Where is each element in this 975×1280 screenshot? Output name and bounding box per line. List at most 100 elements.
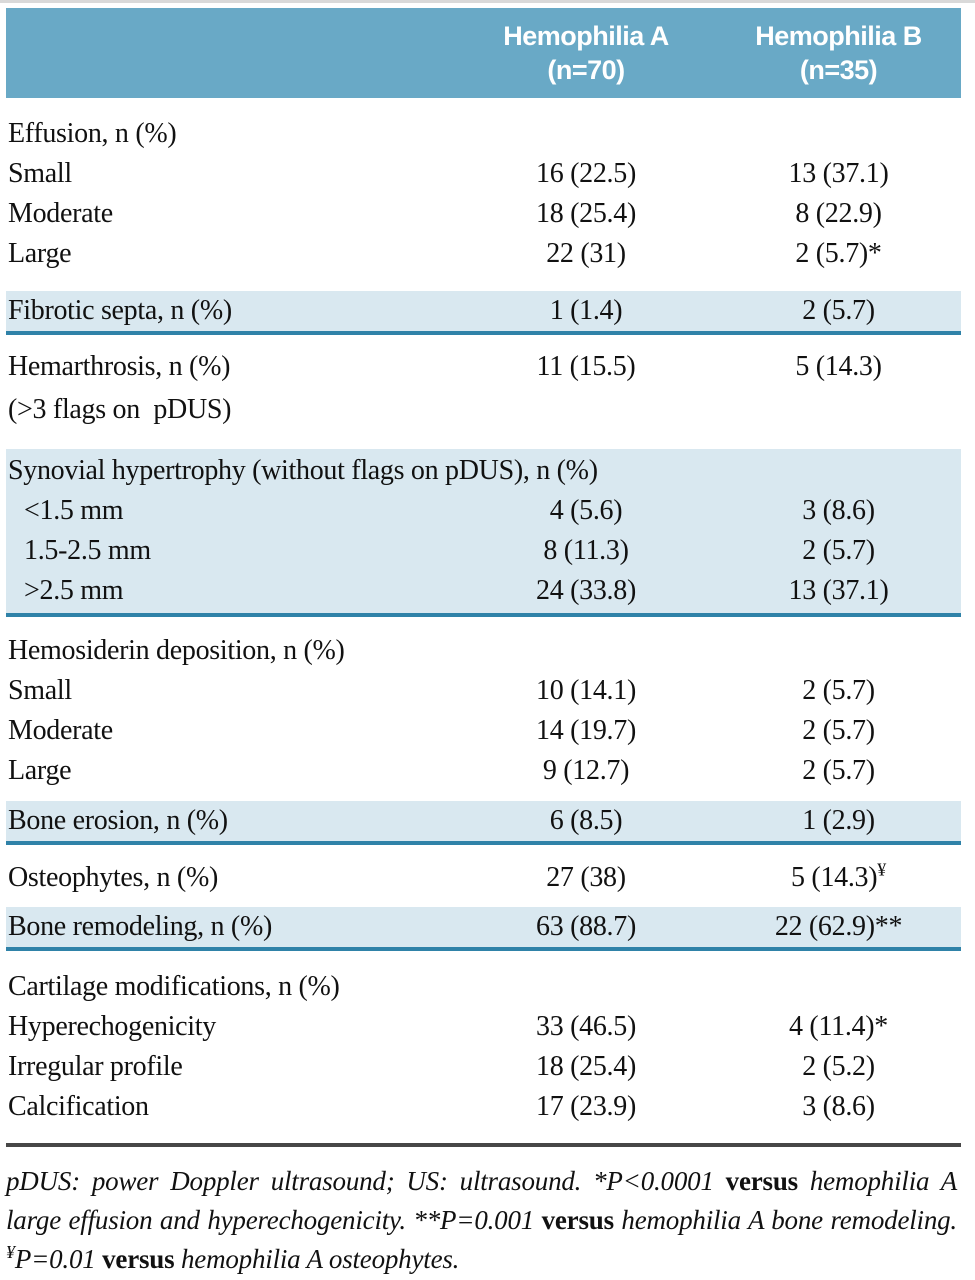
hemophilia-a-value: 18 (25.4) [536, 198, 636, 229]
table-row-hemosiderin-large: Large 9 (12.7) 2 (5.7) [6, 751, 961, 791]
table-row-calcification: Calcification 17 (23.9) 3 (8.6) [6, 1087, 961, 1127]
table-row-cartilage-group: Cartilage modifications, n (%) [6, 967, 961, 1007]
header-hemophilia-b-n: (n=35) [799, 55, 878, 85]
hemophilia-a-value: 18 (25.4) [536, 1051, 636, 1082]
table-row-fibrotic-septa: Fibrotic septa, n (%) 1 (1.4) 2 (5.7) [6, 291, 961, 335]
table-row-synovial-lt15: <1.5 mm 4 (5.6) 3 (8.6) [6, 491, 961, 531]
header-hemophilia-b: Hemophilia B (n=35) [716, 19, 961, 87]
page-top-edge [0, 0, 975, 3]
row-label: Moderate [8, 715, 113, 746]
row-label: Synovial hypertrophy (without flags on p… [8, 455, 598, 486]
hemophilia-a-value: 8 (11.3) [543, 535, 629, 566]
hemophilia-b-value: 2 (5.7) [802, 535, 875, 566]
hemophilia-b-value: 13 (37.1) [788, 158, 889, 189]
hemophilia-a-value: 6 (8.5) [549, 805, 623, 836]
hemophilia-b-value: 22 (62.9)** [774, 911, 903, 942]
table-row-effusion-moderate: Moderate 18 (25.4) 8 (22.9) [6, 194, 961, 234]
row-label: Hemosiderin deposition, n (%) [8, 635, 345, 666]
row-label: Irregular profile [8, 1051, 183, 1082]
row-label: >2.5 mm [24, 575, 124, 606]
row-label: Moderate [8, 198, 113, 229]
yen-marker: ¥ [6, 1242, 15, 1262]
hemophilia-b-value: 2 (5.7)* [795, 238, 882, 269]
header-hemophilia-b-name: Hemophilia B [755, 21, 922, 51]
row-label: Fibrotic septa, n (%) [8, 295, 232, 326]
hemophilia-b-value: 2 (5.7) [802, 675, 875, 706]
table-row-bone-remodeling: Bone remodeling, n (%) 63 (88.7) 22 (62.… [6, 907, 961, 951]
footnote-divider [6, 1143, 961, 1147]
table-row-hemarthrosis: Hemarthrosis, n (%) 11 (15.5) 5 (14.3) [6, 347, 961, 387]
hemophilia-b-value: 5 (14.3)¥ [716, 859, 961, 894]
hemophilia-a-value: 1 (1.4) [549, 295, 623, 326]
table-footnote: pDUS: power Doppler ultrasound; US: ultr… [6, 1162, 961, 1279]
results-table: Hemophilia A (n=70) Hemophilia B (n=35) … [6, 8, 961, 1279]
footnote-versus: versus [102, 1244, 175, 1274]
footnote-text: P=0.01 [14, 1244, 103, 1274]
row-label: Small [8, 158, 72, 189]
hemophilia-a-value: 63 (88.7) [536, 911, 636, 942]
header-hemophilia-a-name: Hemophilia A [503, 21, 669, 51]
hemophilia-a-value: 4 (5.6) [549, 495, 623, 526]
table-row-effusion-group: Effusion, n (%) [6, 114, 961, 154]
footnote-text: hemophilia A large effusion and hyperech… [6, 1166, 957, 1235]
footnote-text: pDUS: power Doppler ultrasound; US: ultr… [6, 1166, 726, 1196]
row-label: Bone erosion, n (%) [8, 805, 228, 836]
hemophilia-b-value: 8 (22.9) [795, 198, 882, 229]
row-label: Calcification [8, 1091, 149, 1122]
yen-marker: ¥ [877, 859, 886, 880]
hemophilia-a-value: 24 (33.8) [536, 575, 636, 606]
hemophilia-b-value: 2 (5.2) [802, 1051, 875, 1082]
hemophilia-b-value: 4 (11.4)* [789, 1011, 888, 1042]
row-label: Bone remodeling, n (%) [8, 911, 272, 942]
hemophilia-b-value: 2 (5.7) [802, 755, 875, 786]
synovial-hypertrophy-section: Synovial hypertrophy (without flags on p… [6, 449, 961, 617]
table-row-synovial-15-25: 1.5-2.5 mm 8 (11.3) 2 (5.7) [6, 531, 961, 571]
table-row-effusion-small: Small 16 (22.5) 13 (37.1) [6, 154, 961, 194]
table-header: Hemophilia A (n=70) Hemophilia B (n=35) [6, 8, 961, 98]
table-row-hyperechogenicity: Hyperechogenicity 33 (46.5) 4 (11.4)* [6, 1007, 961, 1047]
row-label: Large [8, 755, 72, 786]
hemophilia-a-value: 17 (23.9) [536, 1091, 636, 1122]
table-row-irregular-profile: Irregular profile 18 (25.4) 2 (5.2) [6, 1047, 961, 1087]
table-row-hemosiderin-small: Small 10 (14.1) 2 (5.7) [6, 671, 961, 711]
hemophilia-a-value: 9 (12.7) [542, 755, 630, 786]
table-row-effusion-large: Large 22 (31) 2 (5.7)* [6, 234, 961, 274]
footnote-versus: versus [725, 1166, 799, 1196]
hemophilia-a-value: 22 (31) [546, 238, 626, 269]
row-label: Hyperechogenicity [8, 1011, 216, 1042]
row-label: <1.5 mm [24, 495, 124, 526]
table-row-synovial-gt25: >2.5 mm 24 (33.8) 13 (37.1) [6, 571, 961, 611]
row-label: (>3 flags on pDUS) [8, 394, 232, 425]
table-row-hemosiderin-group: Hemosiderin deposition, n (%) [6, 631, 961, 671]
hemophilia-b-value: 5 (14.3) [795, 351, 882, 382]
hemophilia-a-value: 14 (19.7) [536, 715, 636, 746]
hemophilia-a-value: 33 (46.5) [536, 1011, 636, 1042]
row-label: Small [8, 675, 72, 706]
footnote-versus: versus [541, 1205, 615, 1235]
row-label: Cartilage modifications, n (%) [8, 971, 340, 1002]
hemophilia-b-value: 3 (8.6) [802, 1091, 875, 1122]
hemophilia-a-value: 27 (38) [546, 862, 626, 893]
table-row-synovial-group: Synovial hypertrophy (without flags on p… [6, 451, 961, 491]
header-hemophilia-a-n: (n=70) [547, 55, 625, 85]
row-label: Osteophytes, n (%) [8, 862, 219, 893]
hemophilia-b-value: 1 (2.9) [802, 805, 875, 836]
table-row-hemosiderin-moderate: Moderate 14 (19.7) 2 (5.7) [6, 711, 961, 751]
hemophilia-a-value: 11 (15.5) [536, 351, 636, 382]
hemophilia-b-value: 2 (5.7) [802, 715, 875, 746]
table-row-osteophytes: Osteophytes, n (%) 27 (38) 5 (14.3)¥ [6, 857, 961, 899]
header-hemophilia-a: Hemophilia A (n=70) [456, 19, 716, 87]
hemophilia-a-value: 16 (22.5) [536, 158, 636, 189]
row-label: Hemarthrosis, n (%) [8, 351, 231, 382]
row-label: Effusion, n (%) [8, 118, 177, 149]
hemophilia-b-value: 2 (5.7) [802, 295, 875, 326]
hemophilia-b-value: 13 (37.1) [788, 575, 889, 606]
footnote-text: hemophilia A osteophytes. [174, 1244, 460, 1274]
table-row-bone-erosion: Bone erosion, n (%) 6 (8.5) 1 (2.9) [6, 801, 961, 845]
row-label: Large [8, 238, 72, 269]
table-row-flags-note: (>3 flags on pDUS) [6, 387, 961, 433]
hemophilia-b-value: 3 (8.6) [802, 495, 875, 526]
hemophilia-a-value: 10 (14.1) [536, 675, 636, 706]
footnote-text: hemophilia A bone remodeling. [613, 1205, 957, 1235]
row-label: 1.5-2.5 mm [24, 535, 151, 566]
